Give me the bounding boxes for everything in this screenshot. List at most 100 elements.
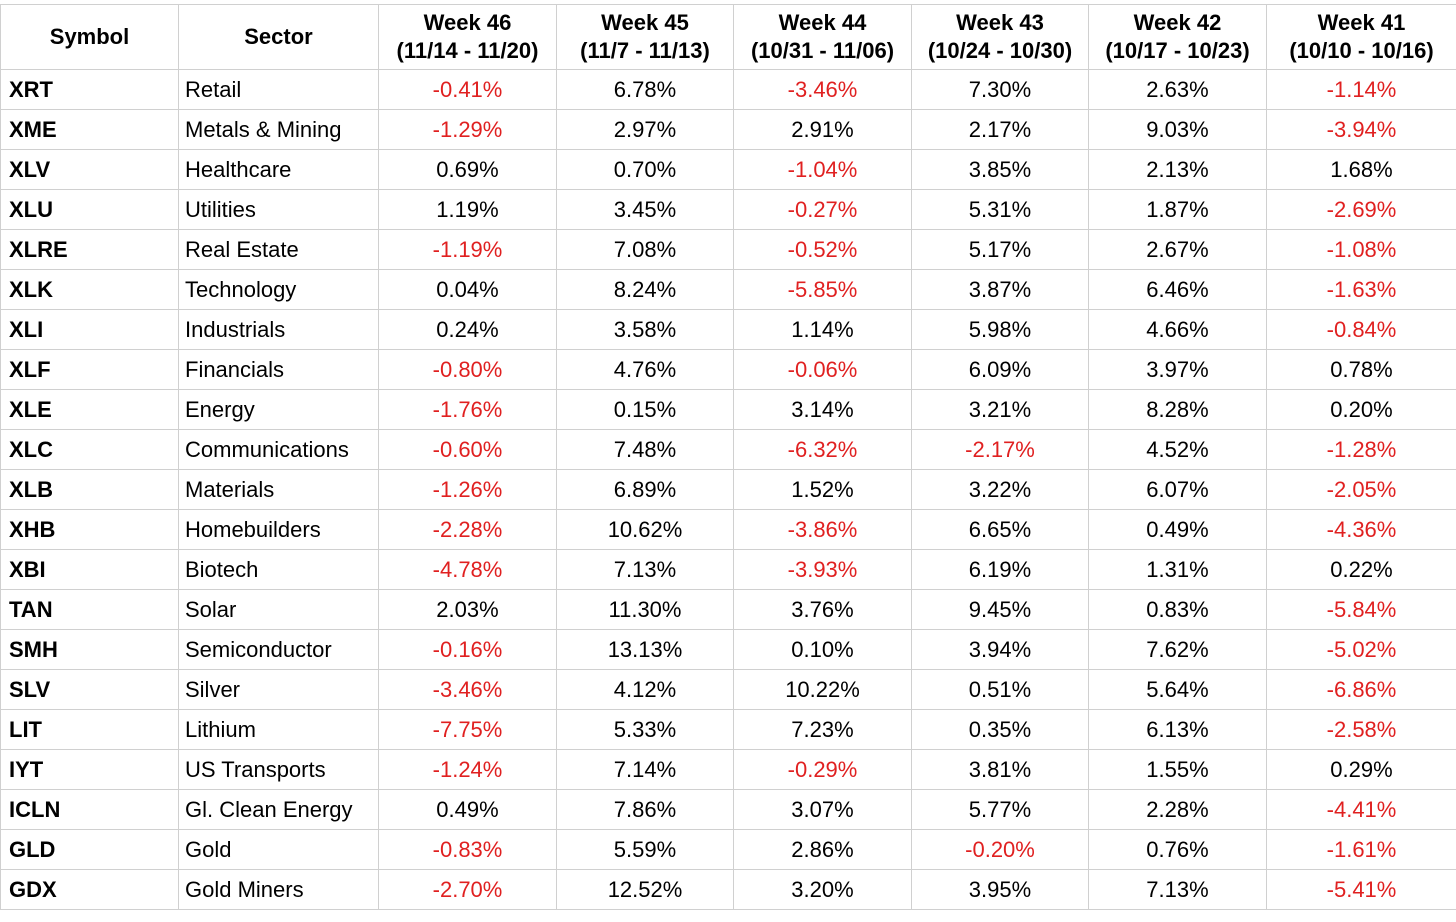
return-cell: -1.14% [1267,70,1456,110]
return-cell: 3.45% [557,190,734,230]
sector-cell: Lithium [179,710,379,750]
symbol-cell: SLV [1,670,179,710]
return-cell: -0.80% [379,350,557,390]
sector-cell: Materials [179,470,379,510]
return-cell: 9.45% [912,590,1089,630]
return-cell: -5.85% [734,270,912,310]
return-cell: 0.04% [379,270,557,310]
sector-cell: US Transports [179,750,379,790]
return-cell: -2.69% [1267,190,1456,230]
symbol-cell: XLB [1,470,179,510]
sector-cell: Silver [179,670,379,710]
symbol-cell: IYT [1,750,179,790]
sector-cell: Gl. Clean Energy [179,790,379,830]
return-cell: 0.49% [1089,510,1267,550]
sector-cell: Healthcare [179,150,379,190]
return-cell: 8.28% [1089,390,1267,430]
return-cell: 11.30% [557,590,734,630]
return-cell: 7.48% [557,430,734,470]
header-week-44: Week 44(10/31 - 11/06) [734,5,912,70]
header-sector: Sector [179,5,379,70]
return-cell: 12.52% [557,870,734,910]
return-cell: -3.86% [734,510,912,550]
header-week-45: Week 45(11/7 - 11/13) [557,5,734,70]
return-cell: 6.78% [557,70,734,110]
symbol-cell: XRT [1,70,179,110]
return-cell: 10.22% [734,670,912,710]
return-cell: -0.20% [912,830,1089,870]
return-cell: 6.07% [1089,470,1267,510]
weekly-returns-table: Symbol Sector Week 46(11/14 - 11/20) Wee… [0,4,1456,910]
return-cell: 7.13% [1089,870,1267,910]
return-cell: 0.10% [734,630,912,670]
return-cell: 4.12% [557,670,734,710]
return-cell: 7.08% [557,230,734,270]
symbol-cell: XLRE [1,230,179,270]
return-cell: 1.87% [1089,190,1267,230]
return-cell: 3.76% [734,590,912,630]
return-cell: -0.60% [379,430,557,470]
return-cell: 2.86% [734,830,912,870]
return-cell: 0.29% [1267,750,1456,790]
sector-cell: Retail [179,70,379,110]
header-week-41: Week 41(10/10 - 10/16) [1267,5,1456,70]
return-cell: 1.68% [1267,150,1456,190]
return-cell: -1.28% [1267,430,1456,470]
return-cell: -0.84% [1267,310,1456,350]
sector-cell: Technology [179,270,379,310]
sector-cell: Utilities [179,190,379,230]
return-cell: 5.64% [1089,670,1267,710]
return-cell: -5.02% [1267,630,1456,670]
symbol-cell: ICLN [1,790,179,830]
header-week-43: Week 43(10/24 - 10/30) [912,5,1089,70]
return-cell: 2.17% [912,110,1089,150]
symbol-cell: TAN [1,590,179,630]
return-cell: 3.87% [912,270,1089,310]
return-cell: 0.35% [912,710,1089,750]
return-cell: -2.05% [1267,470,1456,510]
return-cell: 5.77% [912,790,1089,830]
return-cell: -6.86% [1267,670,1456,710]
sector-cell: Solar [179,590,379,630]
header-week-46: Week 46(11/14 - 11/20) [379,5,557,70]
return-cell: -0.27% [734,190,912,230]
return-cell: 8.24% [557,270,734,310]
symbol-cell: XLU [1,190,179,230]
return-cell: 0.78% [1267,350,1456,390]
return-cell: 0.69% [379,150,557,190]
return-cell: 3.81% [912,750,1089,790]
sector-cell: Communications [179,430,379,470]
return-cell: -2.58% [1267,710,1456,750]
symbol-cell: XLK [1,270,179,310]
sector-cell: Biotech [179,550,379,590]
return-cell: 10.62% [557,510,734,550]
return-cell: -0.16% [379,630,557,670]
return-cell: 1.14% [734,310,912,350]
return-cell: 2.91% [734,110,912,150]
sector-cell: Homebuilders [179,510,379,550]
return-cell: 6.19% [912,550,1089,590]
return-cell: 13.13% [557,630,734,670]
symbol-cell: LIT [1,710,179,750]
return-cell: 2.97% [557,110,734,150]
sector-cell: Financials [179,350,379,390]
return-cell: 5.33% [557,710,734,750]
return-cell: 9.03% [1089,110,1267,150]
return-cell: -3.93% [734,550,912,590]
return-cell: -0.29% [734,750,912,790]
return-cell: -1.26% [379,470,557,510]
return-cell: -0.83% [379,830,557,870]
return-cell: 3.20% [734,870,912,910]
return-cell: -0.52% [734,230,912,270]
